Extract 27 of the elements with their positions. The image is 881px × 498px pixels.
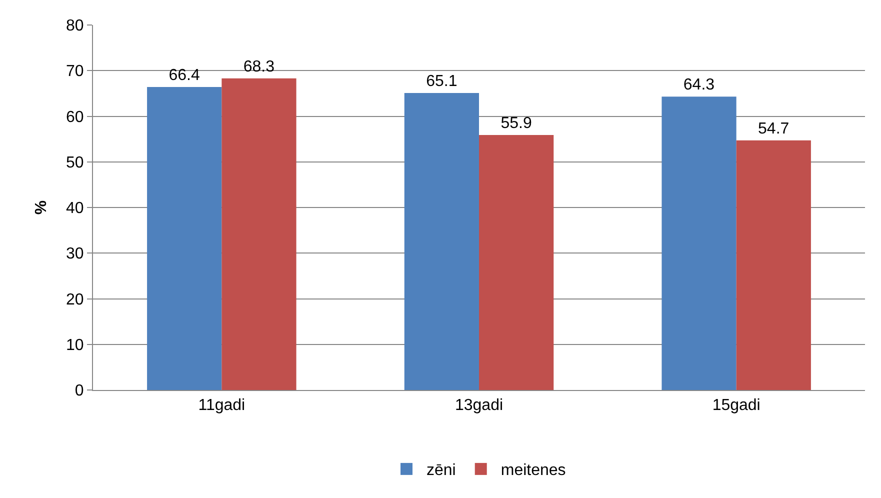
data-label: 66.4 [168, 67, 200, 84]
y-axis-title: % [32, 200, 50, 215]
data-label: 65.1 [426, 72, 458, 90]
x-tick-label: 15gadi [712, 397, 760, 414]
y-tick-label: 0 [74, 382, 84, 400]
y-tick-label: 80 [66, 18, 84, 35]
bar [147, 87, 222, 390]
bar [662, 96, 736, 390]
data-label: 64.3 [683, 76, 715, 94]
y-tick-label: 20 [66, 291, 84, 308]
data-label: 54.7 [758, 120, 790, 138]
y-tick-label: 10 [66, 336, 84, 354]
bar [404, 92, 479, 390]
legend-label: zēni [426, 462, 456, 480]
bar [736, 140, 811, 390]
x-tick-label: 13gadi [454, 397, 504, 414]
x-tick-label: 11gadi [198, 397, 246, 414]
y-tick-label: 30 [66, 246, 84, 263]
data-label: 68.3 [243, 58, 275, 76]
data-label: 55.9 [500, 114, 532, 132]
y-tick-label: 70 [66, 63, 84, 80]
y-tick-label: 60 [66, 108, 84, 126]
bar [479, 134, 554, 390]
bar [222, 78, 296, 390]
y-tick-label: 40 [66, 200, 84, 218]
legend-label: meitenes [500, 462, 566, 480]
y-tick-label: 50 [66, 154, 84, 172]
